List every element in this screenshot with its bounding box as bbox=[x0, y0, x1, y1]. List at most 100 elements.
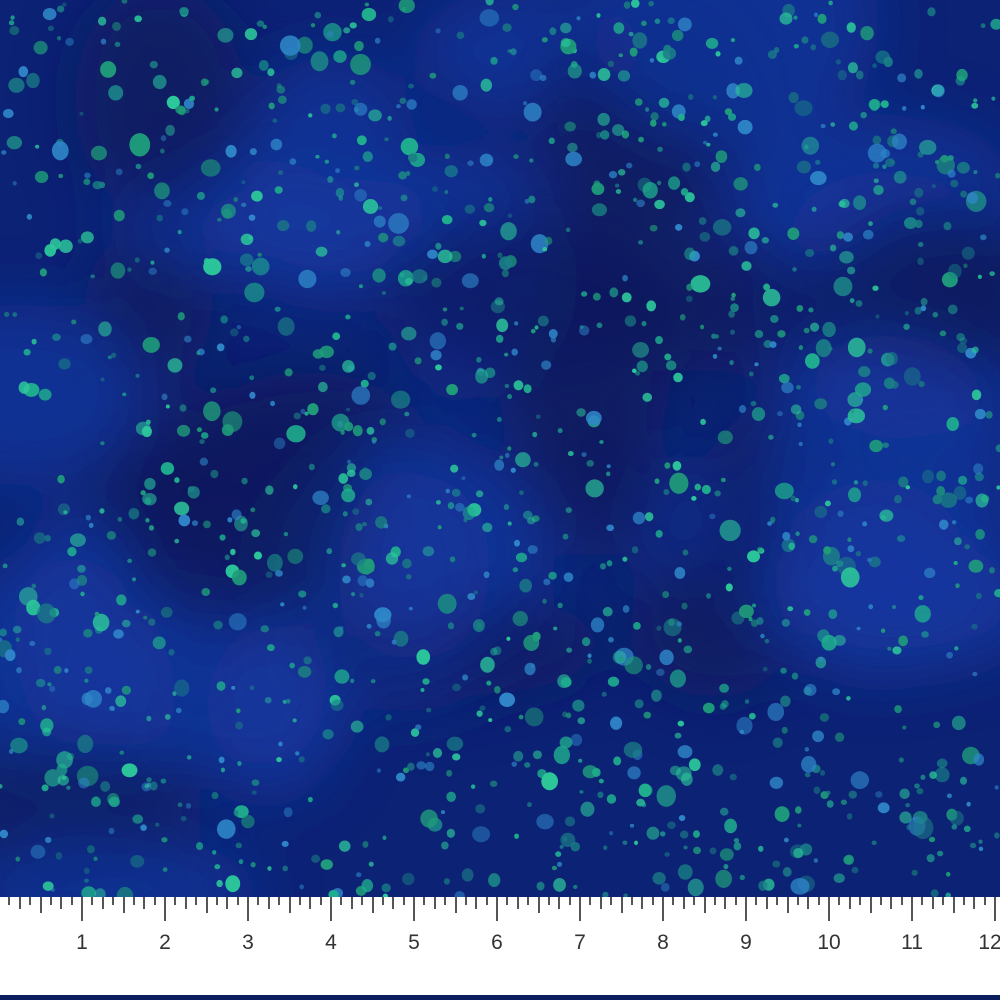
fabric-dot bbox=[756, 617, 764, 625]
fabric-dot bbox=[245, 265, 252, 272]
fabric-dot bbox=[399, 272, 405, 278]
fabric-dot bbox=[559, 844, 564, 849]
fabric-dot bbox=[231, 685, 236, 690]
fabric-dot bbox=[524, 198, 530, 204]
fabric-dot bbox=[454, 891, 465, 897]
fabric-dot bbox=[581, 452, 587, 458]
fabric-dot bbox=[203, 257, 210, 265]
fabric-dot bbox=[530, 69, 543, 82]
fabric-dot bbox=[805, 248, 815, 258]
fabric-dot bbox=[77, 734, 94, 754]
fabric-dot bbox=[793, 15, 798, 20]
fabric-dot bbox=[199, 439, 205, 445]
fabric-dot bbox=[144, 784, 150, 789]
fabric-dot bbox=[398, 0, 415, 14]
fabric-dot bbox=[65, 37, 74, 46]
fabric-dot bbox=[829, 244, 837, 252]
fabric-dot bbox=[567, 450, 574, 457]
ruler-tick bbox=[568, 897, 571, 905]
ruler-tick bbox=[952, 897, 955, 913]
fabric-dot bbox=[657, 146, 663, 152]
fabric-dot bbox=[848, 487, 862, 503]
fabric-dot bbox=[249, 148, 257, 156]
fabric-dot bbox=[328, 889, 339, 897]
fabric-dot bbox=[851, 866, 859, 874]
fabric-dot bbox=[160, 606, 173, 618]
fabric-dot bbox=[426, 707, 432, 713]
fabric-dot bbox=[664, 462, 671, 469]
fabric-dot bbox=[317, 381, 328, 393]
fabric-dot bbox=[201, 587, 211, 597]
fabric-dot bbox=[601, 691, 607, 697]
fabric-dot bbox=[427, 249, 438, 260]
fabric-dot bbox=[358, 284, 363, 289]
fabric-dot bbox=[617, 70, 631, 82]
fabric-dot bbox=[456, 31, 465, 40]
fabric-dot bbox=[693, 846, 701, 855]
ruler-tick bbox=[215, 897, 218, 905]
fabric-dot bbox=[424, 761, 435, 772]
fabric-dot bbox=[578, 758, 583, 763]
fabric-dot bbox=[350, 720, 364, 733]
fabric-dot bbox=[346, 463, 357, 473]
fabric-dot bbox=[266, 644, 275, 652]
fabric-dot bbox=[116, 594, 127, 606]
fabric-dot bbox=[446, 791, 456, 802]
fabric-dot bbox=[35, 678, 46, 688]
ruler-tick bbox=[81, 897, 83, 921]
fabric-dot bbox=[833, 276, 853, 297]
ruler-tick bbox=[444, 897, 447, 905]
fabric-dot bbox=[444, 153, 450, 160]
fabric-dot bbox=[704, 115, 711, 123]
ruler-tick bbox=[589, 897, 592, 905]
fabric-dot bbox=[654, 18, 661, 24]
fabric-dot bbox=[966, 191, 978, 205]
fabric-dot bbox=[770, 314, 779, 323]
fabric-dot bbox=[338, 840, 351, 852]
fabric-dot bbox=[396, 104, 401, 109]
fabric-dot bbox=[599, 440, 604, 444]
fabric-dot bbox=[612, 124, 625, 137]
fabric-dot bbox=[868, 221, 873, 227]
ruler-tick bbox=[309, 897, 312, 909]
fabric-dot bbox=[391, 639, 397, 645]
fabric-dot bbox=[562, 533, 569, 540]
fabric-dot bbox=[750, 619, 759, 627]
fabric-dot bbox=[880, 100, 889, 109]
ruler-tick bbox=[475, 897, 478, 909]
fabric-dot bbox=[514, 539, 521, 547]
fabric-dot bbox=[241, 477, 248, 485]
fabric-dot bbox=[395, 772, 406, 782]
fabric-dot bbox=[814, 398, 828, 410]
ruler-tick bbox=[807, 897, 810, 909]
ruler-tick bbox=[755, 897, 758, 905]
fabric-dot bbox=[501, 269, 509, 278]
fabric-dot bbox=[973, 753, 985, 766]
fabric-dot bbox=[452, 683, 461, 692]
fabric-dot bbox=[385, 552, 399, 565]
fabric-dot bbox=[896, 535, 906, 543]
fabric-dot bbox=[607, 60, 615, 68]
fabric-dot bbox=[621, 292, 632, 303]
fabric-dot bbox=[905, 485, 911, 490]
fabric-dot bbox=[443, 878, 451, 885]
fabric-dot bbox=[580, 801, 595, 817]
fabric-dot bbox=[712, 353, 718, 359]
fabric-dot bbox=[795, 531, 800, 537]
fabric-dot bbox=[502, 23, 512, 32]
fabric-dot bbox=[350, 678, 355, 684]
fabric-dot bbox=[115, 695, 127, 707]
ruler-tick bbox=[547, 897, 550, 905]
fabric-dot bbox=[330, 699, 344, 712]
fabric-dot bbox=[167, 358, 183, 373]
fabric-dot bbox=[532, 431, 538, 438]
fabric-dot bbox=[180, 815, 187, 822]
fabric-dot bbox=[187, 486, 195, 493]
fabric-dot bbox=[694, 484, 702, 491]
fabric-dot bbox=[767, 50, 777, 59]
fabric-dot bbox=[127, 558, 133, 564]
fabric-dot bbox=[222, 411, 243, 432]
fabric-dot bbox=[946, 417, 959, 432]
fabric-dot bbox=[479, 153, 494, 167]
fabric-dot bbox=[902, 106, 907, 111]
